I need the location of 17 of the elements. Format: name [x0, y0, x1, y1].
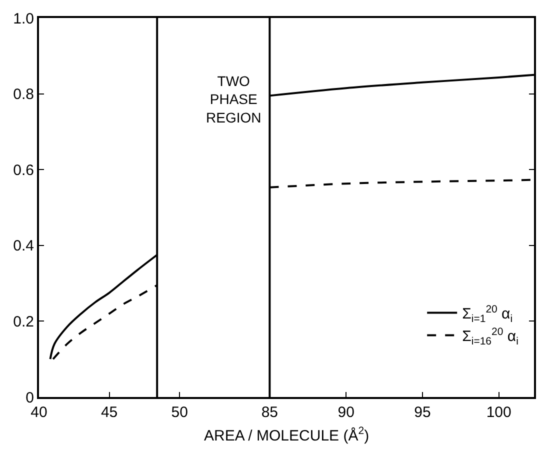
y-tick-label: 1.0 [13, 10, 34, 28]
x-tick-label: 95 [414, 404, 431, 421]
y-tick-label: 0.6 [13, 162, 34, 179]
x-axis-title: AREA / MOLECULE (Å$^{2}$) [204, 425, 370, 444]
y-tick-label: 0.2 [13, 313, 34, 330]
y-tick-label: 0.4 [13, 238, 34, 255]
x-tick-label: 40 [30, 404, 48, 421]
x-tick-label: 85 [261, 404, 278, 421]
legend-label: Σ$_{i=16}$$^{20}$ α$_{i}$ [462, 326, 518, 348]
y-tick-label: 0 [26, 389, 34, 406]
legend-label: Σ$_{i=1}$$^{20}$ α$_{i}$ [462, 303, 513, 325]
x-tick-label: 100 [486, 404, 512, 421]
x-tick-label: 90 [338, 404, 354, 421]
x-tick-label: 45 [100, 404, 118, 421]
annotation: TWO PHASE REGION [206, 73, 262, 126]
x-tick-label: 50 [171, 404, 188, 421]
y-tick-label: 0.8 [13, 86, 34, 104]
